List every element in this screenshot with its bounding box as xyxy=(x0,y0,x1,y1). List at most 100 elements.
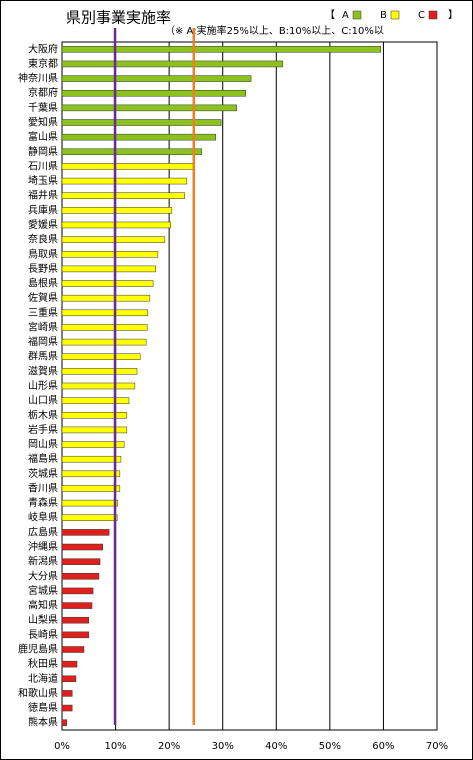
y-tick-label: 茨城県 xyxy=(28,467,58,480)
bar xyxy=(61,192,185,199)
bar xyxy=(61,602,93,609)
y-tick-label: 宮城県 xyxy=(28,584,58,597)
bar xyxy=(61,221,171,229)
bar xyxy=(61,60,283,68)
bar xyxy=(61,719,68,726)
y-tick-label: 千葉県 xyxy=(28,101,58,114)
y-tick-label: 静岡県 xyxy=(28,145,58,158)
legend-swatch xyxy=(390,10,400,20)
bar xyxy=(61,558,101,565)
y-tick-label: 福岡県 xyxy=(28,335,58,348)
y-tick-label: 兵庫県 xyxy=(28,203,58,216)
bar xyxy=(61,631,90,639)
bar xyxy=(61,543,103,551)
legend-label: B xyxy=(380,10,387,21)
legend-note: （※ A:実施率25%以上、B:10%以上、C:10%以 xyxy=(165,24,384,37)
x-tick-label: 70% xyxy=(426,741,448,752)
y-tick-label: 岩手県 xyxy=(28,423,58,436)
y-tick-label: 和歌山県 xyxy=(18,686,58,699)
y-tick-label: 岐阜県 xyxy=(28,511,58,524)
bar xyxy=(61,265,156,273)
bar xyxy=(61,675,77,683)
bar xyxy=(61,412,128,419)
y-tick-label: 青森県 xyxy=(28,496,58,509)
chart-title: 県別事業実施率 xyxy=(66,9,171,27)
y-tick-label: 愛媛県 xyxy=(28,218,58,231)
y-tick-label: 香川県 xyxy=(28,482,58,494)
y-tick-label: 岡山県 xyxy=(28,439,58,451)
y-tick-label: 愛知県 xyxy=(28,116,58,129)
x-tick-label: 20% xyxy=(158,741,180,752)
y-tick-label: 福井県 xyxy=(28,189,58,202)
bar xyxy=(61,46,381,53)
bar xyxy=(61,89,246,97)
y-tick-label: 徳島県 xyxy=(28,701,58,714)
y-tick-label: 東京都 xyxy=(28,57,58,70)
x-tick-label: 40% xyxy=(265,741,287,752)
bar xyxy=(61,616,90,624)
x-tick-label: 60% xyxy=(372,741,394,752)
bar xyxy=(61,207,173,214)
y-tick-label: 埼玉県 xyxy=(28,174,58,187)
y-tick-label: 佐賀県 xyxy=(28,292,58,304)
bar xyxy=(61,251,159,258)
legend-label: A xyxy=(342,10,349,21)
bar xyxy=(61,163,195,170)
bar xyxy=(61,353,141,360)
y-tick-label: 宮崎県 xyxy=(28,320,58,333)
y-tick-label: 鹿児島県 xyxy=(18,642,58,655)
bar xyxy=(61,587,94,595)
y-tick-label: 島根県 xyxy=(28,277,58,290)
y-tick-label: 北海道 xyxy=(28,672,58,685)
y-tick-label: 山口県 xyxy=(28,395,58,407)
y-tick-label: 京都府 xyxy=(28,86,58,99)
bar xyxy=(61,514,118,521)
y-tick-label: 大分県 xyxy=(28,569,58,582)
bar xyxy=(61,441,125,448)
x-tick-label: 10% xyxy=(104,741,126,752)
y-tick-label: 熊本県 xyxy=(28,716,58,729)
y-tick-label: 奈良県 xyxy=(28,233,58,246)
y-tick-label: 群馬県 xyxy=(28,350,58,363)
x-tick-label: 30% xyxy=(212,741,234,752)
bar xyxy=(61,455,122,463)
bar xyxy=(61,338,147,346)
y-tick-label: 栃木県 xyxy=(28,408,58,421)
bar xyxy=(61,499,118,507)
bar xyxy=(61,660,78,668)
legend-open: 【 xyxy=(325,9,335,21)
x-tick-label: 0% xyxy=(54,741,70,752)
bar xyxy=(61,104,237,112)
y-tick-label: 富山県 xyxy=(28,130,58,143)
bar xyxy=(61,382,136,390)
legend-label: C xyxy=(418,10,425,21)
legend-swatch xyxy=(352,10,362,20)
y-tick-label: 福島県 xyxy=(28,452,58,465)
bar xyxy=(61,324,148,331)
y-tick-label: 鳥取県 xyxy=(28,247,58,260)
bar xyxy=(61,426,128,434)
y-tick-label: 山形県 xyxy=(28,380,58,392)
y-tick-label: 神奈川県 xyxy=(18,72,58,85)
y-tick-label: 広島県 xyxy=(28,525,58,538)
bar xyxy=(61,75,252,82)
bar xyxy=(61,133,216,141)
bar xyxy=(61,148,203,156)
bar xyxy=(61,119,222,126)
bar xyxy=(61,704,73,712)
y-tick-label: 新潟県 xyxy=(28,555,58,568)
y-tick-label: 長野県 xyxy=(28,263,58,275)
y-tick-label: 山梨県 xyxy=(28,613,58,626)
bar xyxy=(61,368,138,375)
bar xyxy=(61,309,148,317)
bar xyxy=(61,485,121,492)
y-tick-label: 石川県 xyxy=(28,160,58,172)
bar xyxy=(61,690,73,697)
x-tick-label: 50% xyxy=(319,741,341,752)
y-tick-label: 沖縄県 xyxy=(28,540,58,553)
bar xyxy=(61,280,154,287)
bar xyxy=(61,177,188,185)
bar xyxy=(61,529,110,536)
